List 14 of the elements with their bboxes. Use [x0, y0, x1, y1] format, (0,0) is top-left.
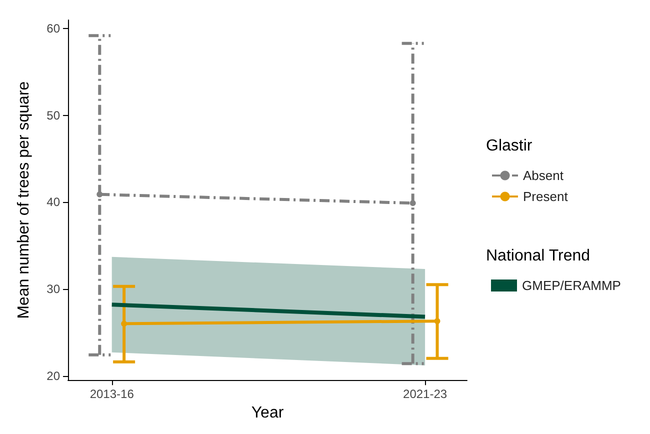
x-tick-label: 2013-16: [90, 387, 134, 402]
y-tick-label: 40: [46, 195, 60, 210]
legend-label: Absent: [523, 168, 564, 183]
y-tick-label: 60: [46, 22, 60, 36]
y-tick-label: 30: [46, 282, 60, 296]
legend-label: Present: [523, 189, 568, 204]
y-tick-label: 50: [46, 108, 60, 122]
y-axis-title: Mean number of trees per square: [16, 81, 32, 319]
x-tick-label: 2021-23: [403, 387, 448, 402]
text: Glastir: [486, 138, 532, 154]
text: National Trend: [486, 248, 590, 264]
y-tick-label: 20: [46, 368, 60, 383]
x-axis-title: Year: [251, 404, 284, 422]
legend-label: GMEP/ERAMMP: [522, 278, 621, 293]
